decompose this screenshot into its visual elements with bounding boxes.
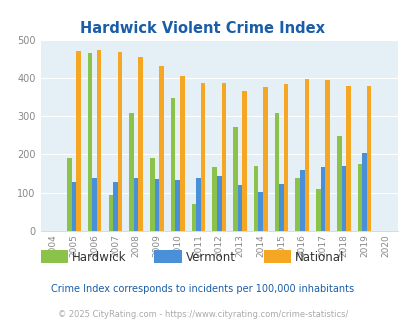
Bar [196, 178, 200, 231]
Bar [175, 181, 179, 231]
Bar [345, 85, 350, 231]
Bar [212, 167, 216, 231]
Bar [232, 127, 237, 231]
Bar [179, 76, 184, 231]
Bar [191, 204, 196, 231]
Bar [324, 80, 329, 231]
Bar [108, 195, 113, 231]
Bar [71, 182, 76, 231]
Text: © 2025 CityRating.com - https://www.cityrating.com/crime-statistics/: © 2025 CityRating.com - https://www.city… [58, 310, 347, 319]
Bar [242, 90, 246, 231]
Bar [129, 113, 134, 231]
Bar [159, 66, 163, 231]
Bar [279, 184, 283, 231]
Bar [154, 179, 159, 231]
Bar [87, 53, 92, 231]
Bar [341, 166, 345, 231]
Bar [357, 164, 362, 231]
Bar [171, 98, 175, 231]
Bar [221, 83, 226, 231]
Bar [97, 50, 101, 231]
Bar [67, 158, 71, 231]
Bar [200, 83, 205, 231]
Bar [92, 178, 97, 231]
Text: Vermont: Vermont [185, 250, 235, 264]
Text: Crime Index corresponds to incidents per 100,000 inhabitants: Crime Index corresponds to incidents per… [51, 284, 354, 294]
Bar [138, 57, 143, 231]
Bar [315, 189, 320, 231]
Bar [253, 166, 258, 231]
Bar [362, 153, 366, 231]
Bar [216, 176, 221, 231]
Bar [117, 52, 122, 231]
Bar [299, 170, 304, 231]
Bar [366, 85, 371, 231]
Bar [283, 84, 288, 231]
Bar [336, 136, 341, 231]
Bar [150, 158, 154, 231]
Text: Hardwick: Hardwick [72, 250, 126, 264]
Bar [320, 167, 324, 231]
Bar [262, 87, 267, 231]
Bar [274, 114, 279, 231]
Bar [304, 79, 309, 231]
Bar [134, 178, 138, 231]
Bar [258, 192, 262, 231]
Bar [295, 178, 299, 231]
Bar [76, 51, 81, 231]
Bar [237, 185, 242, 231]
Bar [113, 182, 117, 231]
Text: Hardwick Violent Crime Index: Hardwick Violent Crime Index [80, 21, 325, 36]
Text: National: National [295, 250, 344, 264]
